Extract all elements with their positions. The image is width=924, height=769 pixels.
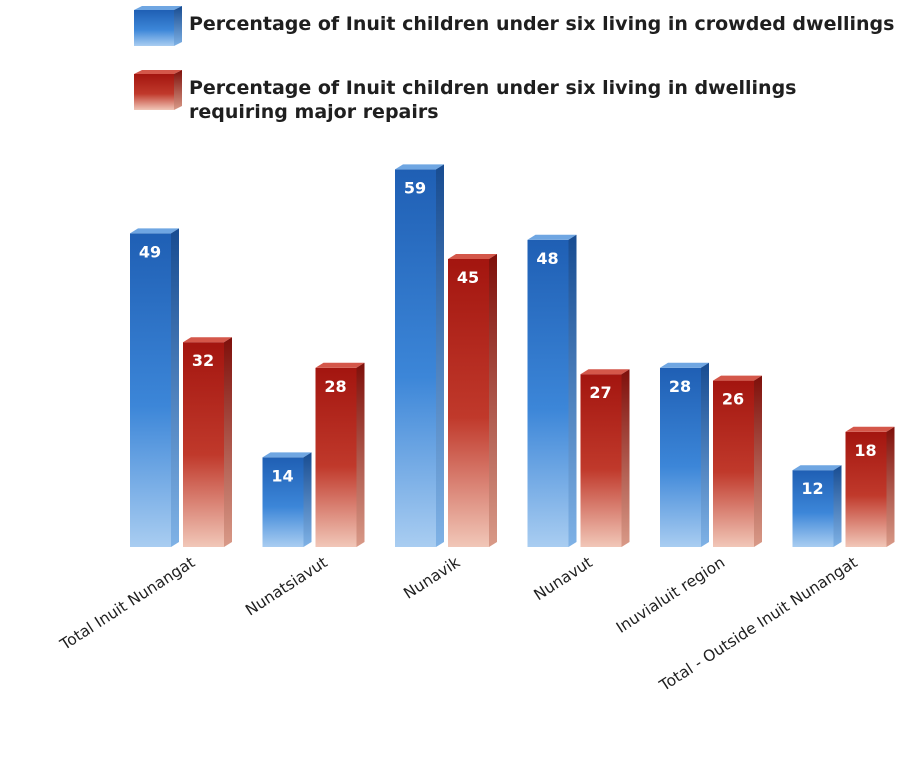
bar-value-label-1-2: 45 bbox=[457, 268, 479, 287]
bar-1-1 bbox=[315, 362, 365, 547]
legend-swatch-1 bbox=[134, 70, 182, 110]
bar-value-label-0-0: 49 bbox=[139, 242, 161, 261]
bar-value-label-0-4: 28 bbox=[669, 377, 691, 396]
bar-value-label-1-0: 32 bbox=[192, 351, 214, 370]
bar-1-3 bbox=[580, 369, 630, 547]
category-label-0: Total Inuit Nunangat bbox=[56, 553, 198, 654]
bars: 49 32 14 28 59 45 48 27 28 26 12 18 bbox=[130, 164, 895, 548]
bar-1-5 bbox=[845, 426, 895, 547]
bar-value-label-1-5: 18 bbox=[854, 441, 876, 460]
category-label-2: Nunavik bbox=[400, 553, 463, 603]
bar-value-label-1-3: 27 bbox=[589, 383, 611, 402]
legend-label-0: Percentage of Inuit children under six l… bbox=[189, 13, 894, 35]
legend-label-1-line-1: requiring major repairs bbox=[189, 101, 439, 123]
bar-value-label-1-1: 28 bbox=[324, 377, 346, 396]
bar-0-5 bbox=[792, 465, 842, 547]
category-label-3: Nunavut bbox=[531, 553, 596, 604]
bar-1-0 bbox=[183, 337, 232, 547]
bar-value-label-1-4: 26 bbox=[722, 390, 744, 409]
bar-value-label-0-2: 59 bbox=[404, 178, 426, 197]
bar-0-1 bbox=[262, 452, 312, 547]
bar-value-label-0-3: 48 bbox=[536, 249, 558, 268]
bar-1-4 bbox=[713, 375, 762, 547]
bar-0-0 bbox=[130, 228, 179, 547]
category-label-4: Inuvialuit region bbox=[613, 553, 728, 637]
bar-value-label-0-1: 14 bbox=[271, 466, 293, 485]
bar-0-2 bbox=[395, 164, 444, 547]
bar-0-4 bbox=[660, 362, 709, 547]
legend-label-1-line-0: Percentage of Inuit children under six l… bbox=[189, 77, 797, 99]
legend-swatch-0 bbox=[134, 6, 182, 46]
x-axis-tick-labels: Total Inuit Nunangat Nunatsiavut Nunavik Nu… bbox=[56, 553, 861, 695]
bar-0-3 bbox=[527, 234, 577, 548]
category-label-1: Nunatsiavut bbox=[242, 553, 330, 619]
bar-value-label-0-5: 12 bbox=[801, 479, 823, 498]
legend: Percentage of Inuit children under six l… bbox=[134, 6, 894, 123]
bar-1-2 bbox=[448, 254, 497, 547]
